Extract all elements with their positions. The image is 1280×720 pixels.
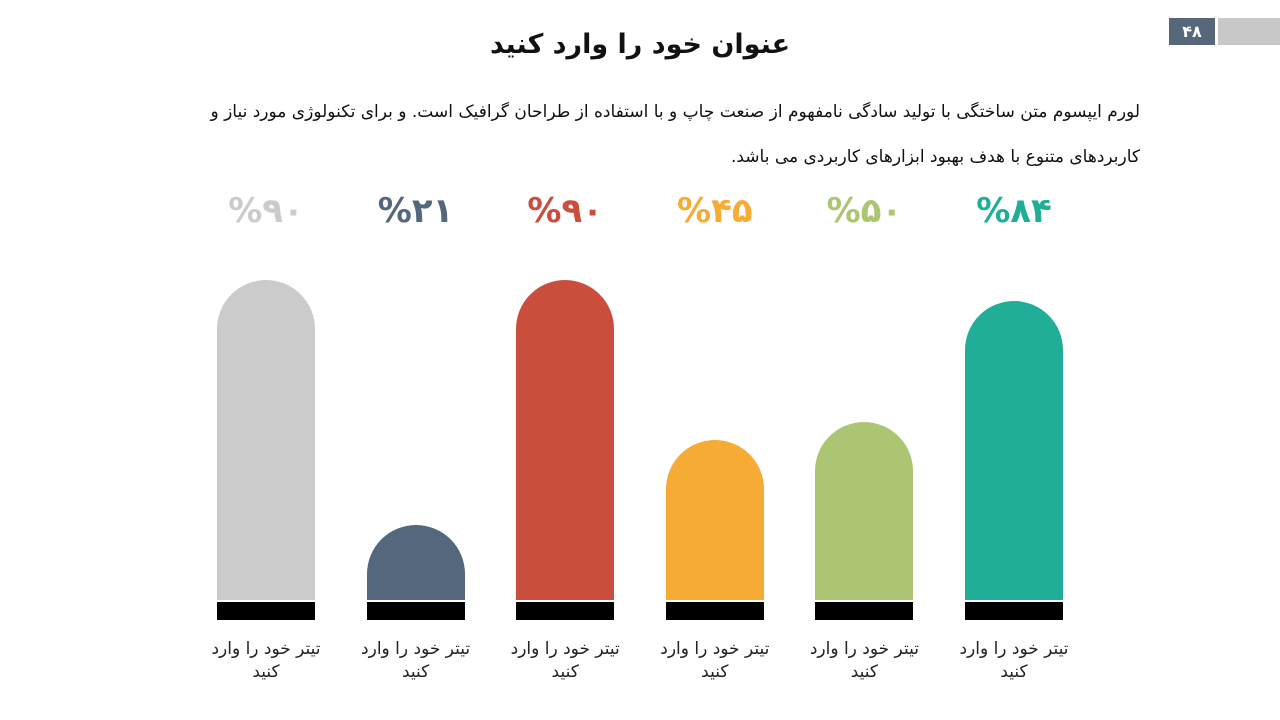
value-label: %۸۴ — [976, 191, 1052, 231]
bar-base — [815, 602, 914, 620]
category-label: تیتر خود را وارد کنید — [660, 639, 770, 682]
bar — [965, 300, 1063, 600]
value-label: %۵۰ — [826, 191, 903, 231]
page-number-badge: ۴۸ — [1169, 18, 1215, 45]
body-paragraph: لورم ایپسوم متن ساختگی با تولید سادگی نا… — [210, 102, 1140, 167]
bar — [665, 439, 764, 600]
category-label: تیتر خود را وارد کنید — [959, 639, 1069, 682]
bar-base — [516, 602, 615, 620]
bar-base — [366, 602, 465, 620]
bar — [516, 279, 615, 600]
value-label: %۹۰ — [228, 191, 304, 231]
value-label: %۲۱ — [377, 191, 454, 231]
bar — [217, 279, 315, 600]
bar — [366, 525, 465, 600]
value-label: %۴۵ — [677, 191, 753, 231]
bar-base — [665, 602, 764, 620]
category-label: تیتر خود را وارد کنید — [211, 639, 321, 682]
bar-base — [217, 602, 315, 620]
category-label: تیتر خود را وارد کنید — [510, 639, 620, 682]
category-label: تیتر خود را وارد کنید — [361, 639, 471, 682]
bar-base — [965, 602, 1063, 620]
bar — [815, 422, 914, 600]
header-accent-bar — [1218, 18, 1280, 45]
category-label: تیتر خود را وارد کنید — [809, 639, 919, 682]
slide-title: عنوان خود را وارد کنید — [489, 29, 791, 60]
value-label: %۹۰ — [527, 191, 603, 231]
